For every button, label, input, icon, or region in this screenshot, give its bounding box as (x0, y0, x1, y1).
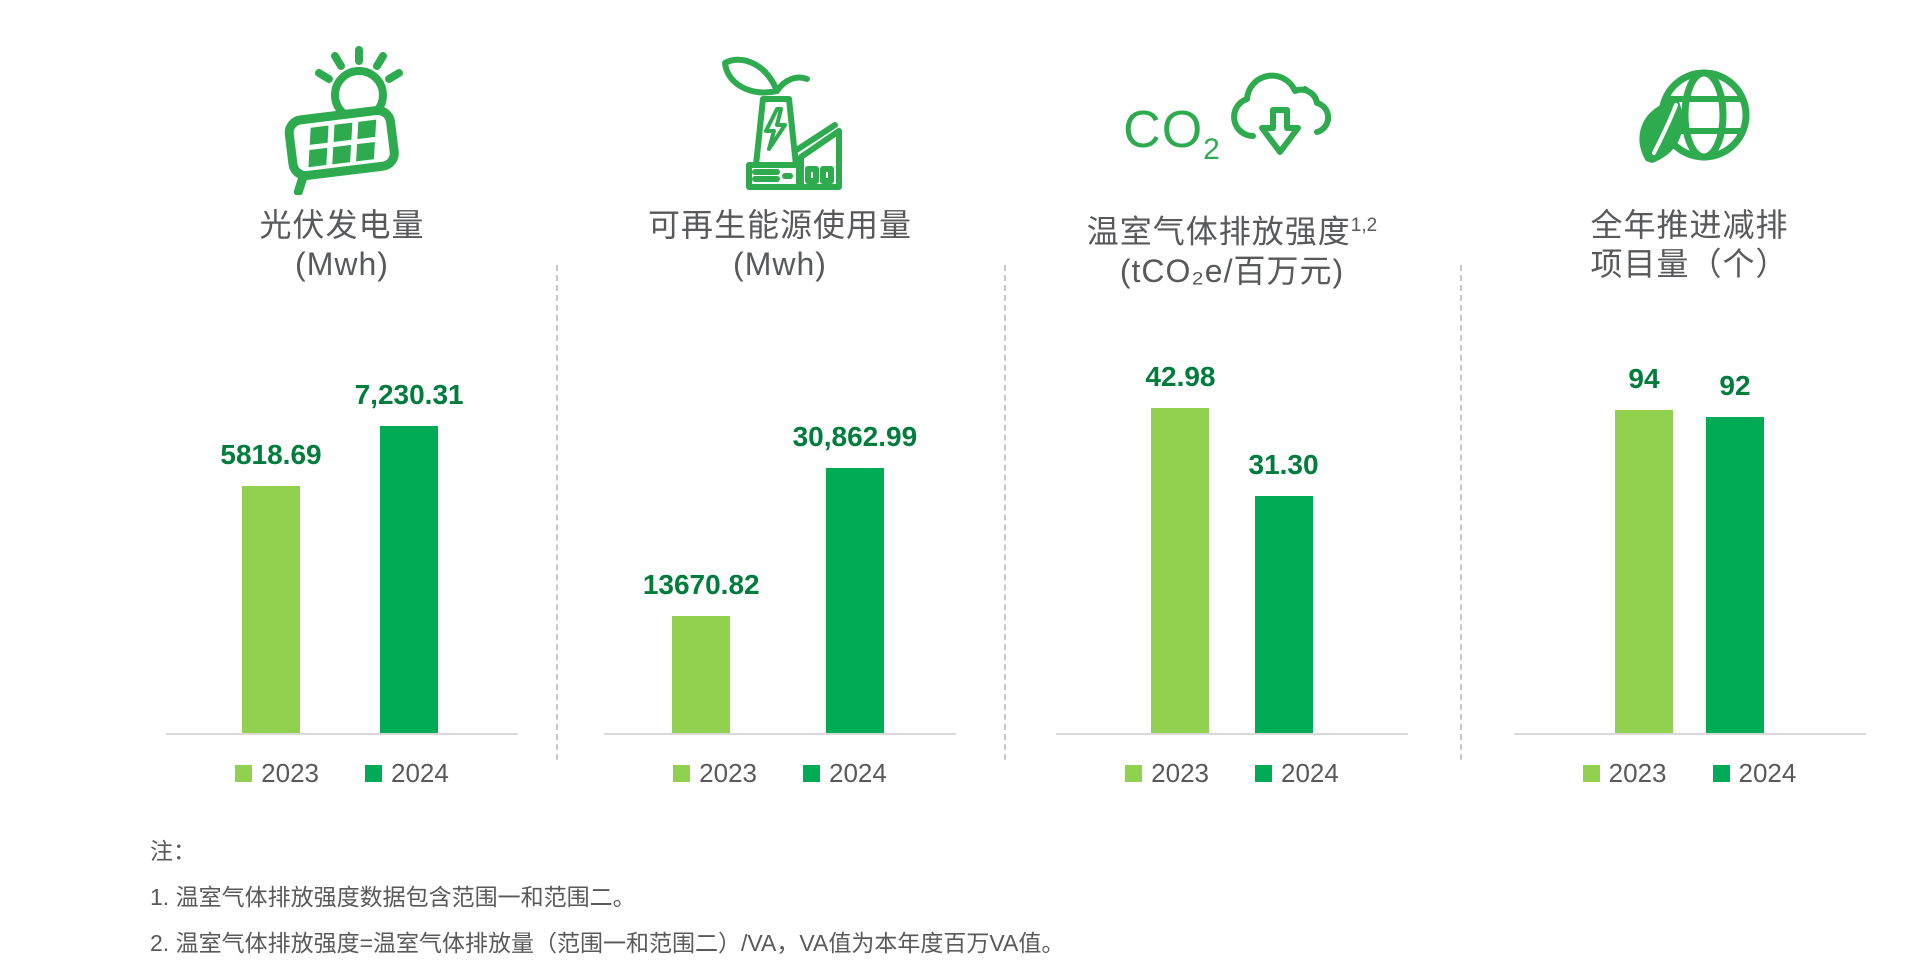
bar-chart-ghg: 42.98 31.30 (1004, 288, 1460, 735)
bar-value-2023: 5818.69 (220, 439, 322, 470)
bar-value-2024: 31.30 (1248, 449, 1319, 480)
bar-2024 (1706, 417, 1764, 733)
legend-label-2023: 2023 (1151, 758, 1209, 788)
title-footnote-sup: 1,2 (1350, 215, 1378, 236)
co2-label: CO2 (1123, 101, 1221, 166)
axis-baseline (1056, 733, 1408, 735)
bar-group-2023: 5818.69 (220, 439, 322, 733)
legend: 2023 2024 (235, 758, 449, 789)
legend-item-2024: 2024 (803, 758, 887, 789)
legend-label-2023: 2023 (1608, 758, 1667, 788)
legend: 2023 2024 (1582, 758, 1797, 789)
bar-value-2023: 13670.82 (642, 569, 760, 600)
legend-item-2024: 2024 (1712, 758, 1797, 789)
bar-group-2023: 13670.82 (643, 569, 760, 733)
footnotes: 注： 1. 温室气体排放强度数据包含范围一和范围二。 2. 温室气体排放强度=温… (150, 836, 1064, 958)
bar-2024 (825, 468, 884, 733)
panel-title: 光伏发电量 (Mwh) (259, 206, 424, 288)
bar-chart-pv: 5818.69 7,230.31 (128, 288, 556, 735)
legend-item-2024: 2024 (1255, 758, 1339, 789)
green-energy-factory-icon (705, 40, 855, 200)
bar-group-2024: 30,862.99 (792, 421, 918, 733)
legend-label-2024: 2024 (1281, 758, 1339, 788)
footnote-1: 1. 温室气体排放强度数据包含范围一和范围二。 (150, 884, 636, 910)
legend-label-2024: 2024 (829, 758, 887, 788)
bar-2024 (380, 426, 439, 733)
panel-renewable-energy: 可再生能源使用量 (Mwh) 13670.82 30,862.99 2023 (556, 30, 1004, 830)
legend-item-2024: 2024 (365, 758, 449, 789)
legend-swatch-2023 (235, 765, 253, 782)
bar-2023 (1151, 408, 1210, 733)
legend-swatch-2023 (1582, 765, 1600, 782)
panel-title-line2: (tCO₂e/百万元) (1119, 252, 1345, 289)
panel-divider (1460, 265, 1462, 760)
legend-swatch-2024 (803, 765, 820, 782)
bar-chart-renewable: 13670.82 30,862.99 (556, 288, 1004, 735)
panel-title-line2: (Mwh) (295, 246, 389, 282)
panel-title-line1: 温室气体排放强度1,2 (1086, 213, 1378, 250)
legend-swatch-2024 (1712, 765, 1730, 782)
panel-title-line2: (Mwh) (733, 246, 827, 282)
legend-swatch-2024 (365, 765, 382, 782)
bar-2023 (672, 616, 731, 733)
legend-item-2023: 2023 (235, 758, 319, 789)
panel-pv-generation: 光伏发电量 (Mwh) 5818.69 7,230.31 2023 (128, 30, 556, 830)
co2-reduction-cloud-icon: CO2 (1123, 40, 1341, 200)
bar-value-2024: 7,230.31 (354, 379, 464, 410)
legend-swatch-2023 (673, 765, 691, 782)
panel-title: 全年推进减排 项目量（个） (1590, 206, 1788, 288)
panel-title-line1: 可再生能源使用量 (647, 207, 912, 243)
legend-item-2023: 2023 (673, 758, 757, 789)
bar-group-2024: 7,230.31 (355, 379, 464, 733)
legend-swatch-2024 (1255, 765, 1272, 782)
legend-label-2023: 2023 (699, 758, 757, 788)
footnotes-heading: 注： (150, 838, 196, 864)
bar-2023 (242, 486, 300, 733)
legend-item-2023: 2023 (1125, 758, 1209, 789)
leaf-globe-icon (1620, 40, 1760, 200)
legend-swatch-2023 (1125, 765, 1143, 782)
panel-title: 温室气体排放强度1,2 (tCO₂e/百万元) (1086, 206, 1378, 289)
panel-title-line2: 项目量（个） (1590, 246, 1789, 282)
bar-group-2024: 31.30 (1249, 449, 1319, 733)
footnote-2: 2. 温室气体排放强度=温室气体排放量（范围一和范围二）/VA，VA值为本年度百… (150, 930, 1065, 956)
panel-title: 可再生能源使用量 (Mwh) (648, 206, 912, 288)
axis-baseline (166, 733, 518, 735)
legend: 2023 2024 (673, 758, 887, 789)
axis-baseline (1513, 733, 1866, 735)
bar-group-2024: 92 (1706, 370, 1764, 733)
legend-item-2023: 2023 (1582, 758, 1667, 789)
panel-title-line1: 光伏发电量 (259, 207, 425, 243)
legend-label-2024: 2024 (1738, 758, 1797, 788)
bar-value-2024: 30,862.99 (792, 421, 918, 452)
bar-chart-projects: 94 92 (1460, 288, 1919, 735)
panel-title-line1: 全年推进减排 (1590, 207, 1789, 243)
panel-divider (556, 265, 558, 760)
panel-reduction-projects: 全年推进减排 项目量（个） 94 92 2023 (1460, 30, 1919, 830)
bar-group-2023: 94 (1615, 363, 1673, 733)
axis-baseline (604, 733, 956, 735)
panel-ghg-intensity: CO2 温室气体排放强度1,2 (tCO₂e/百万元) 42.98 (1004, 30, 1460, 830)
legend-label-2024: 2024 (391, 758, 449, 788)
solar-panel-sun-icon (267, 40, 417, 200)
panel-divider (1004, 265, 1006, 760)
bar-2024 (1254, 496, 1313, 733)
bar-value-2024: 92 (1719, 370, 1751, 401)
bar-value-2023: 42.98 (1145, 361, 1216, 392)
bar-value-2023: 94 (1628, 363, 1660, 394)
bar-group-2023: 42.98 (1145, 361, 1216, 733)
legend: 2023 2024 (1125, 758, 1339, 789)
legend-label-2023: 2023 (261, 758, 319, 788)
bar-2023 (1615, 410, 1673, 733)
